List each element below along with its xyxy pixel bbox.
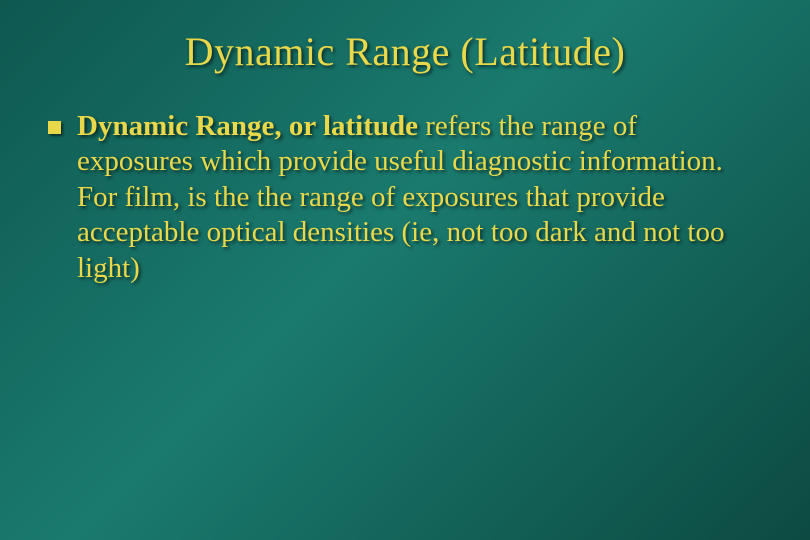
slide-title: Dynamic Range (Latitude) <box>38 28 772 75</box>
body-lead: Dynamic Range, or latitude <box>77 110 418 142</box>
slide-container: Dynamic Range (Latitude) Dynamic Range, … <box>0 0 810 540</box>
square-bullet-icon <box>48 121 61 134</box>
body-text: Dynamic Range, or latitude refers the ra… <box>77 109 742 286</box>
bullet-row: Dynamic Range, or latitude refers the ra… <box>38 109 772 286</box>
